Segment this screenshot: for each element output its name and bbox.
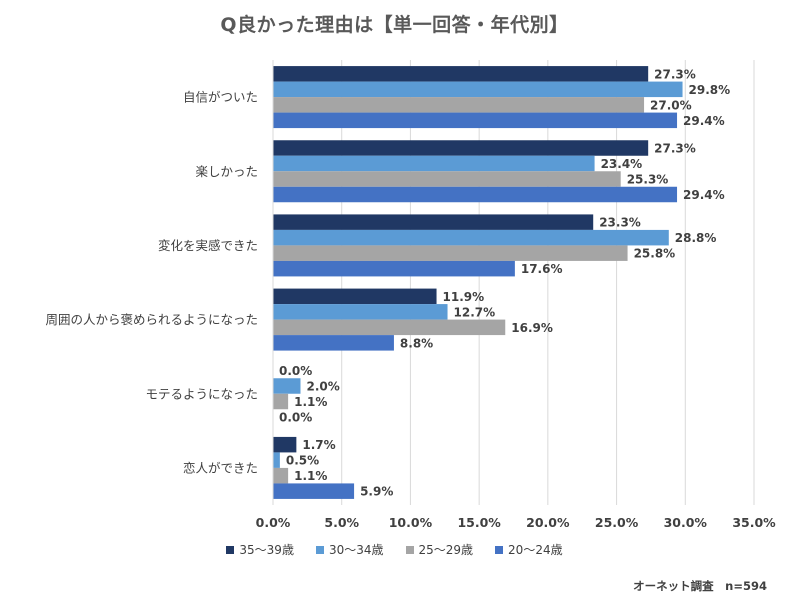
data-label: 29.8%: [689, 83, 731, 97]
data-label: 8.8%: [400, 336, 433, 350]
category-label: 恋人ができた: [183, 460, 258, 475]
legend-swatch: [226, 545, 235, 554]
bar: [273, 186, 678, 203]
bar: [273, 81, 683, 98]
data-label: 0.5%: [286, 454, 319, 468]
data-label: 23.3%: [599, 216, 641, 230]
bar: [273, 140, 649, 156]
bar: [273, 245, 628, 261]
legend-label: 20〜24歳: [508, 543, 563, 557]
x-tick-label: 25.0%: [595, 515, 639, 530]
x-tick-label: 15.0%: [457, 515, 501, 530]
data-label: 0.0%: [279, 411, 312, 425]
data-label: 12.7%: [454, 305, 496, 319]
bar: [273, 97, 645, 113]
x-tick-label: 30.0%: [664, 515, 708, 530]
legend-item: 35〜39歳: [226, 541, 294, 558]
category-label: 楽しかった: [195, 164, 258, 179]
bar: [273, 335, 394, 351]
chart-title: Q良かった理由は【単一回答・年代別】: [220, 14, 569, 36]
legend-swatch: [315, 545, 324, 554]
category-label: 自信がついた: [183, 90, 258, 105]
data-label: 27.0%: [650, 98, 692, 112]
data-label: 27.3%: [654, 67, 696, 81]
bar: [273, 378, 301, 394]
bar: [273, 112, 678, 129]
category-label: モテるようになった: [145, 386, 258, 401]
data-label: 28.8%: [675, 231, 717, 245]
legend-label: 25〜29歳: [418, 543, 474, 557]
data-label: 27.3%: [654, 142, 696, 156]
bar: [273, 304, 448, 320]
bar: [273, 288, 437, 305]
bar: [273, 229, 669, 246]
data-label: 16.9%: [511, 321, 553, 335]
legend-swatch: [495, 545, 504, 554]
data-label: 29.4%: [683, 114, 725, 128]
bar: [273, 319, 506, 336]
bar: [273, 483, 355, 499]
x-tick-label: 0.0%: [256, 515, 291, 530]
bar: [273, 436, 297, 453]
legend: 35〜39歳 30〜34歳 25〜29歳 20〜24歳: [0, 541, 789, 558]
data-label: 5.9%: [360, 485, 393, 499]
bar: [273, 214, 594, 230]
data-label: 17.6%: [521, 262, 563, 276]
data-label: 29.4%: [683, 188, 725, 202]
legend-label: 35〜39歳: [239, 543, 294, 557]
bar: [273, 155, 595, 172]
category-label: 周囲の人から褒められるようになった: [45, 312, 258, 327]
data-label: 0.0%: [279, 364, 312, 378]
legend-item: 20〜24歳: [495, 541, 563, 558]
data-label: 2.0%: [306, 380, 339, 394]
bar: [273, 260, 515, 277]
data-label: 1.1%: [294, 469, 327, 483]
data-label: 23.4%: [601, 157, 643, 171]
data-label: 11.9%: [443, 290, 485, 304]
legend-swatch: [405, 545, 414, 554]
x-tick-label: 35.0%: [732, 515, 776, 530]
legend-item: 30〜34歳: [315, 541, 384, 558]
category-label: 変化を実感できた: [158, 238, 258, 253]
bar-chart: 0.0% 5.0% 10.0% 15.0% 20.0% 25.0% 30.0% 35.0% 自信…: [45, 60, 776, 530]
bar: [273, 66, 649, 82]
data-label: 25.8%: [634, 247, 676, 261]
legend-item: 25〜29歳: [405, 541, 474, 558]
bar: [273, 467, 289, 484]
source-note: オーネット調査 n=594: [633, 579, 767, 593]
x-tick-label: 20.0%: [526, 515, 570, 530]
bar: [273, 171, 621, 187]
bar: [273, 452, 280, 468]
data-label: 1.1%: [294, 395, 327, 409]
data-label: 25.3%: [627, 173, 669, 187]
data-label: 1.7%: [302, 438, 335, 452]
bar: [273, 393, 289, 410]
x-tick-label: 5.0%: [324, 515, 359, 530]
x-tick-label: 10.0%: [389, 515, 433, 530]
legend-label: 30〜34歳: [328, 543, 384, 557]
